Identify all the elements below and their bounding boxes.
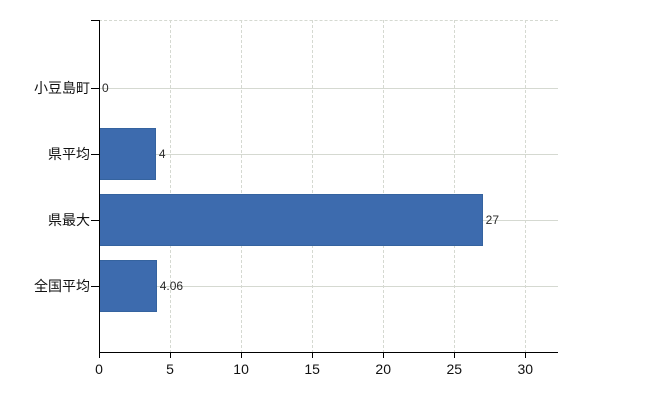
x-gridline — [241, 20, 243, 353]
bar-value-label: 4 — [158, 147, 166, 161]
y-axis-tick — [91, 154, 99, 155]
x-axis-tick — [312, 353, 314, 358]
x-axis-line — [99, 352, 558, 353]
category-gridline — [99, 286, 558, 287]
x-axis-tick — [99, 353, 100, 358]
x-axis-tick — [525, 353, 527, 358]
bar-value-label: 27 — [485, 213, 500, 227]
plot-area: 0 5 10 15 20 25 30 小豆島町 0 県平均 4 県最大 27 全国平均 4.06 — [34, 20, 558, 376]
bar — [99, 260, 157, 312]
x-gridline — [525, 20, 527, 353]
x-gridline — [170, 20, 172, 353]
x-gridline — [383, 20, 385, 353]
y-axis-top-tick — [91, 20, 99, 21]
x-tick-label: 20 — [375, 361, 391, 377]
category-label: 全国平均 — [34, 278, 90, 294]
x-tick-label: 5 — [166, 361, 174, 377]
x-tick-label: 25 — [446, 361, 463, 377]
bar-value-label: 4.06 — [159, 279, 184, 293]
x-axis-tick — [170, 353, 172, 358]
category-gridline — [99, 88, 558, 89]
category-gridline — [99, 154, 558, 155]
y-axis-tick — [91, 88, 99, 89]
x-tick-label: 10 — [233, 361, 249, 377]
y-axis-tick — [91, 220, 99, 221]
x-gridline — [312, 20, 314, 353]
category-label: 小豆島町 — [34, 80, 90, 96]
x-axis-tick — [454, 353, 456, 358]
category-label: 県平均 — [48, 146, 90, 162]
x-gridline — [454, 20, 456, 353]
x-tick-label: 0 — [95, 361, 103, 377]
bar — [99, 128, 156, 180]
x-axis-tick — [241, 353, 243, 358]
bar-value-label: 0 — [102, 81, 109, 95]
y-axis-line — [99, 20, 100, 353]
category-label: 県最大 — [48, 212, 90, 228]
x-axis-tick — [383, 353, 385, 358]
y-axis-tick — [91, 286, 99, 287]
plot-top-border — [99, 20, 558, 21]
bar — [99, 194, 483, 246]
x-tick-label: 30 — [517, 361, 534, 377]
x-tick-label: 15 — [304, 361, 320, 377]
